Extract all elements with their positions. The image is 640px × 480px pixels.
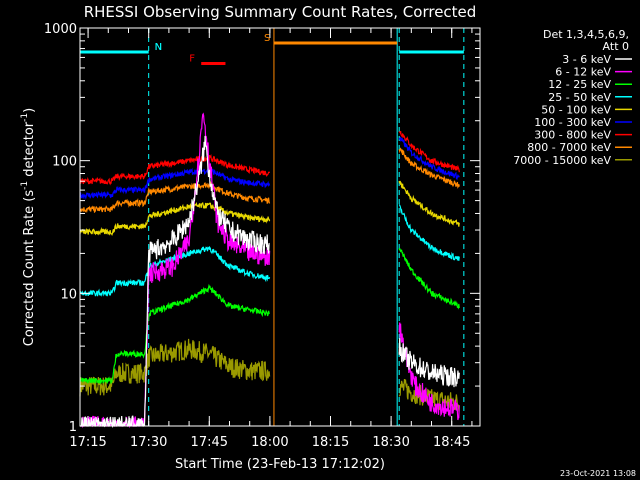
x-tick-label: 17:15: [69, 435, 106, 450]
series-line: [79, 153, 271, 186]
legend-label: 6 - 12 keV: [555, 66, 611, 79]
flag-label: N: [155, 42, 162, 53]
series-line: [79, 283, 270, 385]
legend-label: 800 - 7000 keV: [527, 141, 611, 154]
flag-label: F: [189, 54, 195, 65]
flag-label: N: [155, 42, 162, 53]
legend-label: 300 - 800 keV: [534, 129, 611, 142]
y-axis-label: Corrected Count Rate (s-1 detector-1): [20, 108, 37, 346]
legend-header-line: Det 1,3,4,5,6,9,: [543, 28, 629, 41]
y-axis: 1 10 100 1000: [44, 22, 480, 435]
x-tick-label: 18:30: [372, 435, 409, 450]
y-axis-label-end: ): [22, 108, 37, 113]
legend-label: 12 - 25 keV: [548, 78, 611, 91]
legend-label: 50 - 100 keV: [541, 103, 611, 116]
series-line: [398, 248, 460, 310]
x-tick-label: 18:45: [433, 435, 470, 450]
legend-label: 100 - 300 keV: [534, 116, 611, 129]
x-tick-label: 18:15: [312, 435, 349, 450]
legend-header-line: Att 0: [603, 40, 629, 53]
series-line: [398, 130, 460, 173]
y-tick-label: 1000: [44, 22, 77, 37]
series-line: [398, 338, 460, 388]
series-line: [398, 147, 460, 189]
legend-label: 3 - 6 keV: [562, 53, 611, 66]
y-axis-label-main: Corrected Count Rate (s: [22, 190, 37, 347]
flag-label: S: [264, 33, 270, 44]
series-line: [80, 135, 270, 429]
x-axis: 17:15 17:30 17:45 18:00 18:15 18:30 18:45: [69, 28, 473, 450]
y-tick-label: 100: [52, 155, 77, 170]
x-tick-label: 18:00: [251, 435, 288, 450]
series-line: [398, 180, 460, 227]
x-tick-label: 17:45: [191, 435, 228, 450]
series-line: [79, 181, 271, 214]
series-line: [79, 245, 271, 297]
series-line: [79, 166, 271, 200]
x-tick-label: 17:30: [130, 435, 167, 450]
chart-title: RHESSI Observing Summary Count Rates, Co…: [84, 3, 477, 21]
y-axis-label-sup2: -1: [20, 113, 30, 122]
y-axis-label-sup1: -1: [20, 181, 30, 190]
series-line: [398, 204, 460, 262]
y-axis-label-mid: detector: [22, 121, 37, 181]
y-tick-label: 1: [69, 420, 77, 435]
series-line: [398, 322, 460, 421]
timestamp: 23-Oct-2021 13:08: [560, 469, 636, 478]
series-line: [398, 136, 460, 181]
series-line: [79, 338, 271, 397]
x-axis-label: Start Time (23-Feb-13 17:12:02): [175, 457, 385, 472]
plot-frame: [79, 27, 481, 427]
y-tick-label: 10: [60, 287, 77, 302]
legend-label: 7000 - 15000 keV: [513, 154, 611, 167]
series-line: [79, 201, 271, 236]
legend-label: 25 - 50 keV: [548, 91, 611, 104]
